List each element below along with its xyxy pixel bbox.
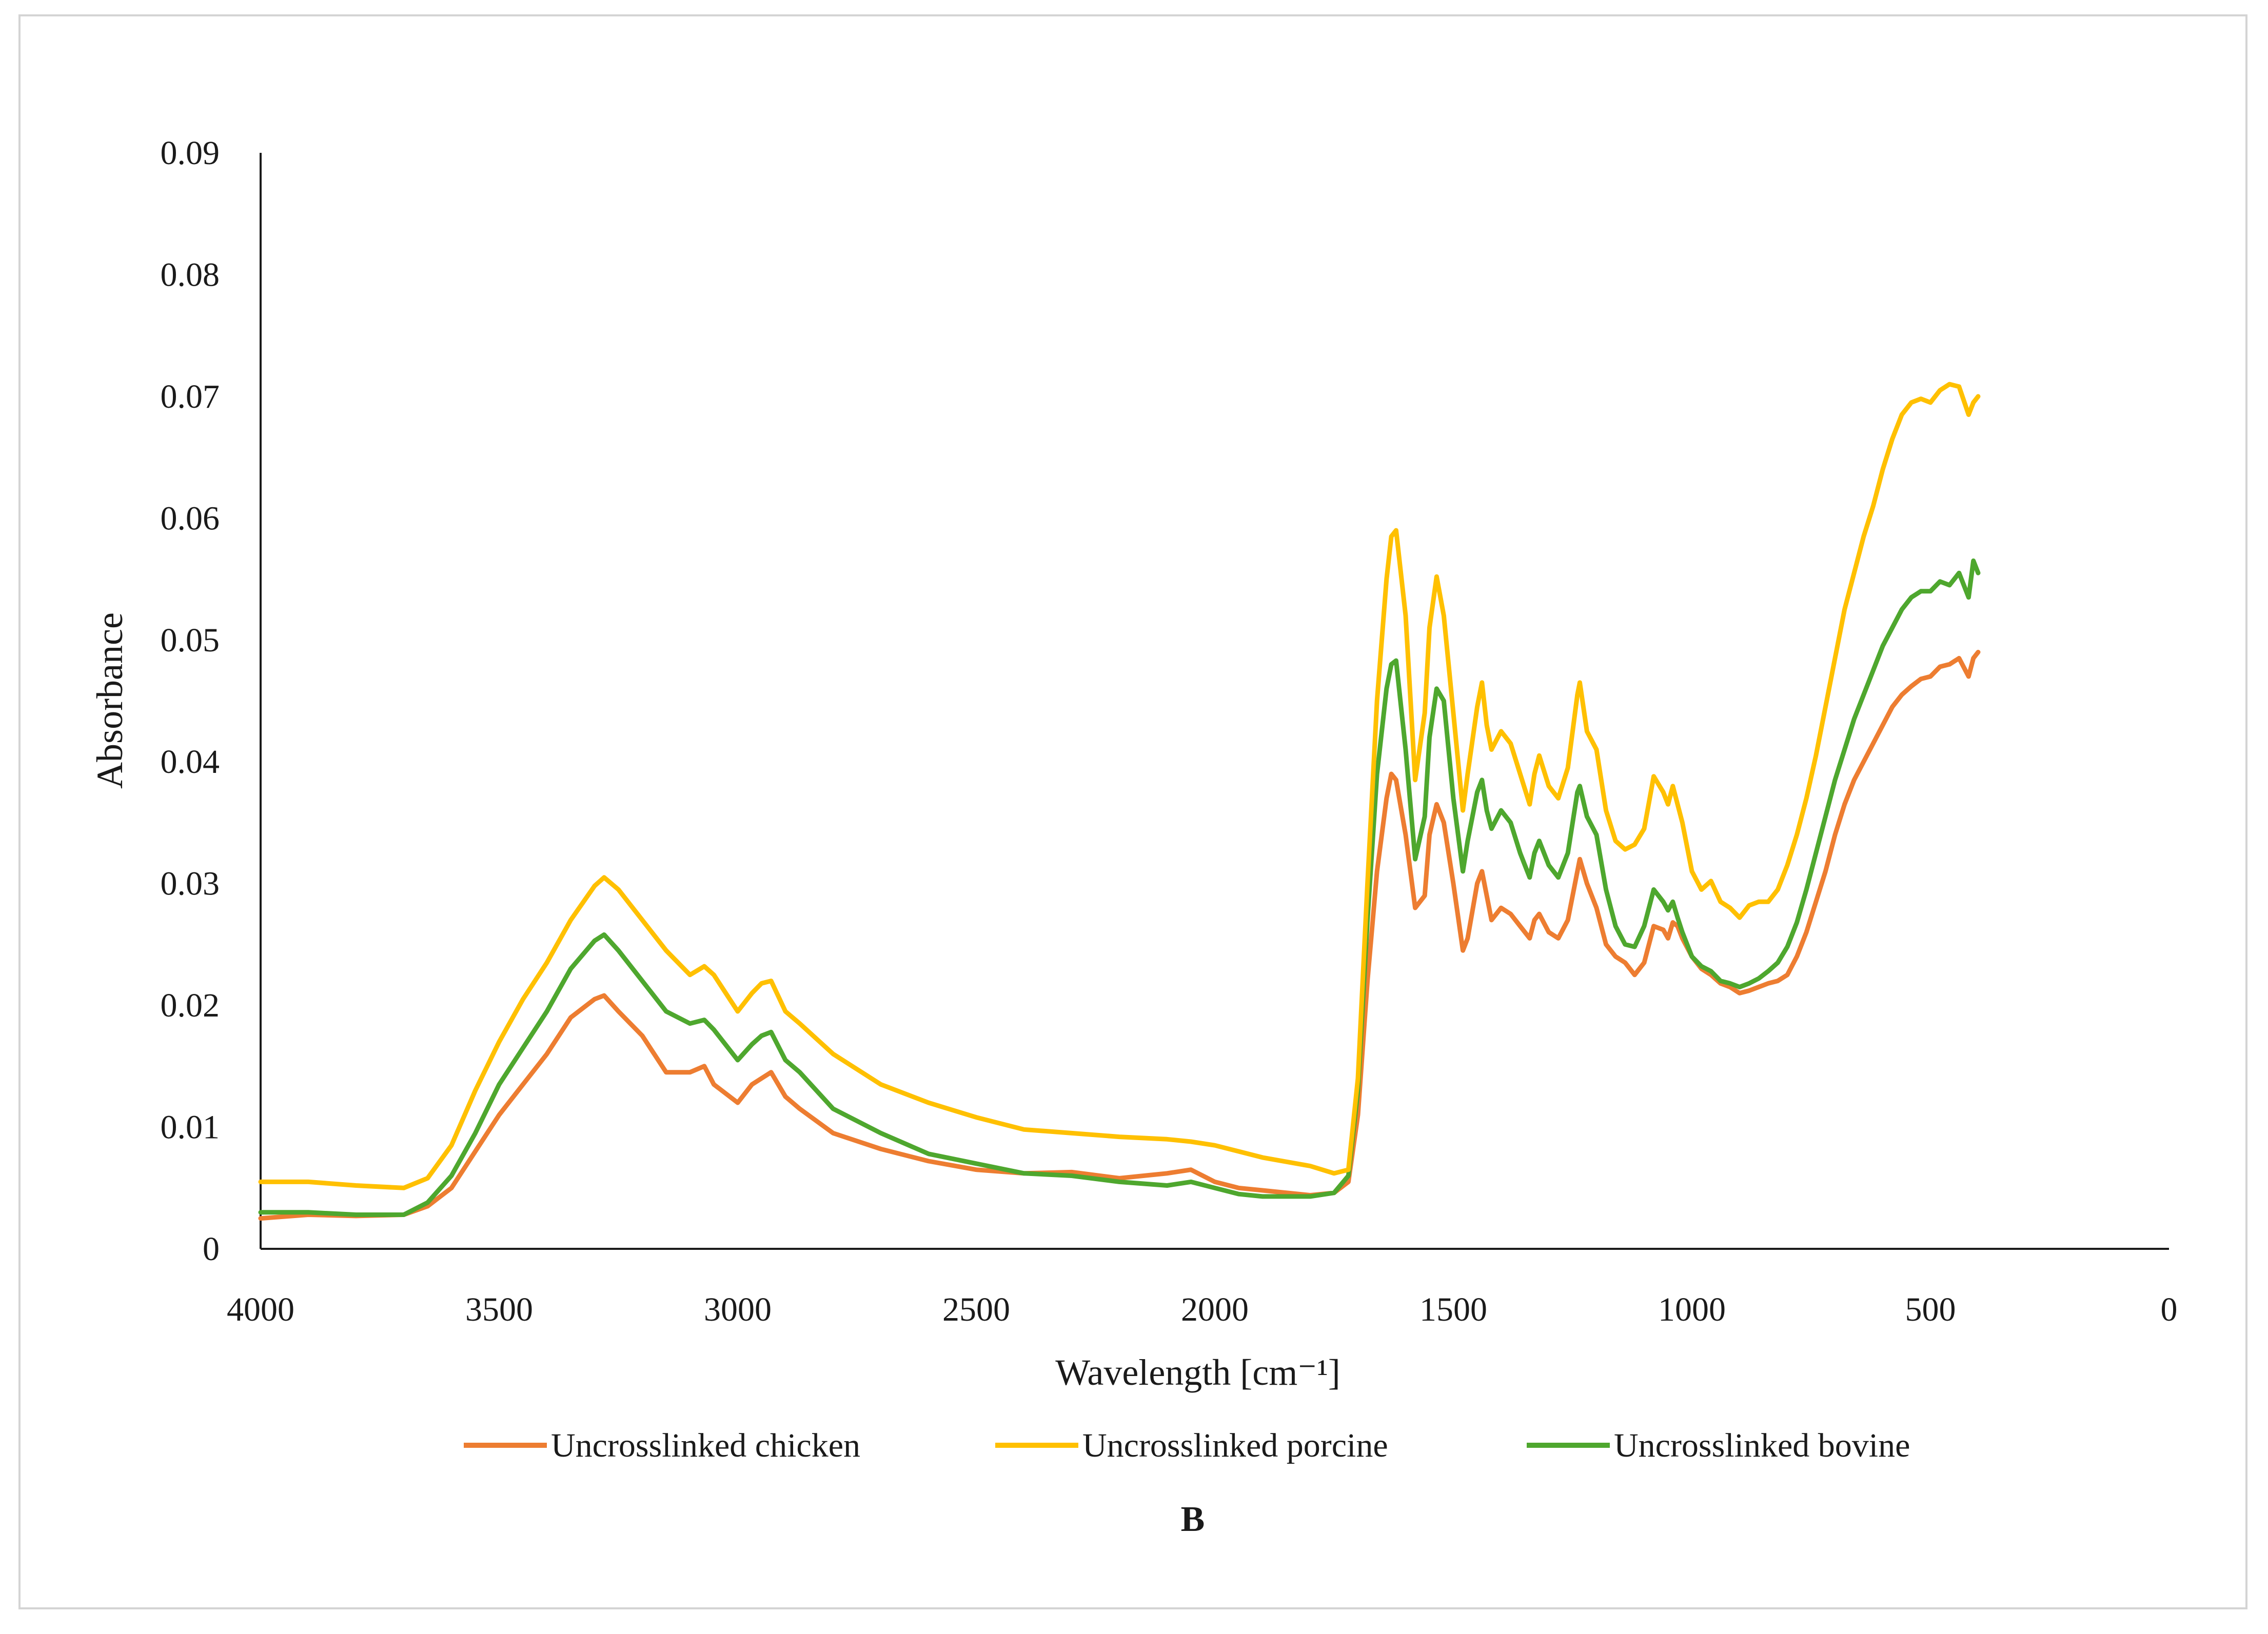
y-tick-label: 0.06 (161, 500, 220, 537)
y-tick-label: 0.08 (161, 256, 220, 293)
y-tick-label: 0.03 (161, 865, 220, 903)
y-tick-label: 0.02 (161, 987, 220, 1024)
y-tick-label: 0.04 (161, 743, 220, 781)
series-line-chicken (258, 650, 1981, 1221)
figure-frame (18, 14, 2247, 1609)
x-tick-label: 1500 (1419, 1291, 1487, 1328)
y-tick-label: 0.05 (161, 622, 220, 659)
series-lines (258, 382, 1981, 1221)
y-tick-label: 0.09 (161, 134, 220, 172)
series-line-bovine (258, 558, 1981, 1217)
y-tick-labels: 0 0.01 0.02 0.03 0.04 0.05 0.06 0.07 0.08 0.09 (161, 134, 220, 1268)
x-tick-label: 0 (2161, 1291, 2178, 1328)
x-tick-label: 3500 (465, 1291, 533, 1328)
series-line-porcine (258, 382, 1981, 1190)
legend-label-porcine: Uncrosslinked porcine (1082, 1427, 1388, 1464)
x-tick-label: 2500 (942, 1291, 1010, 1328)
panel-label: B (1181, 1500, 1205, 1539)
x-tick-label: 2000 (1181, 1291, 1249, 1328)
y-tick-label: 0.01 (161, 1109, 220, 1146)
axes (260, 153, 2169, 1250)
legend-label-chicken: Uncrosslinked chicken (551, 1427, 860, 1464)
x-tick-label: 1000 (1658, 1291, 1726, 1328)
x-tick-label: 4000 (227, 1291, 294, 1328)
x-axis-title: Wavelength [cm⁻¹] (1055, 1352, 1340, 1393)
x-tick-labels: 4000 3500 3000 2500 2000 1500 1000 500 0 (227, 1291, 2178, 1328)
y-axis-title: Absorbance (89, 612, 130, 789)
y-tick-label: 0 (203, 1230, 220, 1268)
legend-label-bovine: Uncrosslinked bovine (1614, 1427, 1910, 1464)
y-tick-label: 0.07 (161, 378, 220, 415)
x-tick-label: 3000 (704, 1291, 772, 1328)
x-tick-label: 500 (1905, 1291, 1956, 1328)
legend: Uncrosslinked chicken Uncrosslinked porc… (464, 1427, 1910, 1464)
